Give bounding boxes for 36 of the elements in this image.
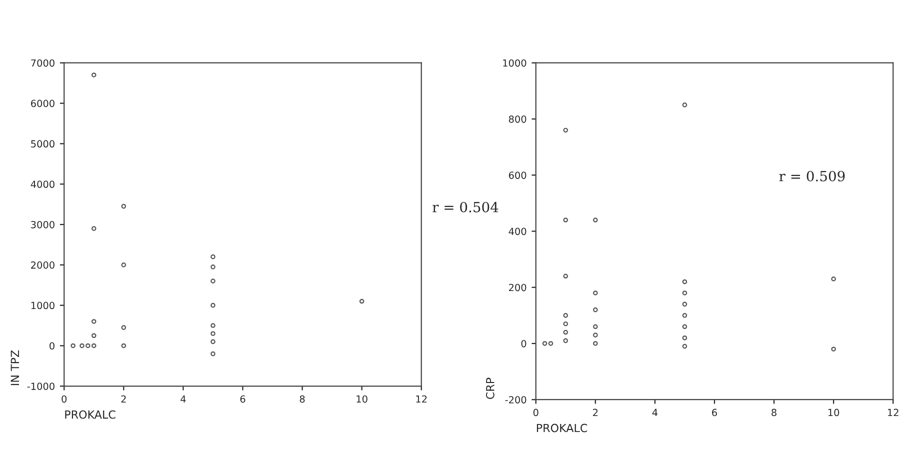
y-tick-label: 0 (50, 342, 54, 350)
y-tick-label: 2000 (31, 261, 54, 269)
y-axis-title: CRP (486, 378, 494, 399)
annotation: r = 0.509 (779, 170, 845, 182)
x-tick-label: 8 (772, 408, 776, 416)
x-tick-label: 12 (416, 395, 427, 403)
x-tick-label: 10 (356, 395, 368, 403)
x-tick-label: 6 (712, 408, 717, 416)
x-tick-label: 0 (533, 408, 538, 416)
y-tick-label: 6000 (31, 100, 54, 108)
x-tick-label: 4 (180, 395, 186, 403)
y-tick-label: 1000 (31, 302, 54, 310)
x-tick-label: 12 (888, 408, 898, 416)
x-tick-label: 8 (300, 395, 305, 403)
y-axis-title: IN TPZ (10, 350, 19, 386)
x-axis-title: PROKALC (536, 424, 588, 432)
y-tick-label: 7000 (31, 59, 54, 67)
x-tick-label: 10 (828, 408, 840, 416)
x-tick-label: 0 (62, 395, 67, 403)
y-tick-label: -200 (505, 396, 526, 404)
x-tick-label: 6 (240, 395, 246, 403)
text: r = 0.504 (432, 202, 498, 212)
x-tick-label: 4 (652, 408, 658, 416)
y-tick-label: 800 (508, 115, 526, 123)
y-tick-label: 200 (508, 284, 526, 292)
x-tick-label: 2 (593, 408, 598, 416)
x-tick-label: 2 (121, 395, 126, 403)
y-tick-label: -1000 (27, 382, 54, 390)
y-tick-label: 3000 (31, 220, 54, 228)
y-tick-label: 5000 (31, 140, 54, 148)
y-tick-label: 4000 (30, 180, 54, 188)
x-axis-title: PROKALC (65, 410, 116, 419)
y-tick-label: 0 (521, 340, 526, 348)
y-tick-label: 1000 (503, 59, 526, 67)
y-tick-label: 400 (508, 228, 526, 236)
y-tick-label: 600 (508, 172, 526, 179)
